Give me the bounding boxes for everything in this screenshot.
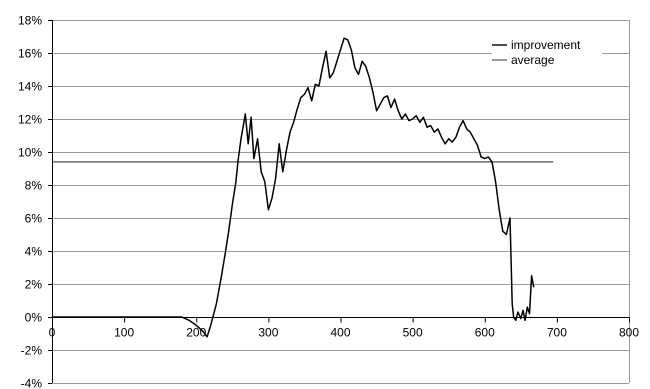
y-tick-label: -4%	[21, 377, 43, 389]
y-tick-label: 4%	[25, 245, 43, 259]
x-tick-label: 500	[403, 326, 423, 340]
x-tick-label: 200	[186, 326, 206, 340]
legend-label-improvement: improvement	[511, 38, 581, 52]
y-tick-label: 2%	[25, 278, 43, 292]
x-tick-label: 400	[330, 326, 350, 340]
y-tick-label: 16%	[18, 47, 42, 61]
legend: improvement average	[492, 38, 602, 68]
x-tick-label: 0	[49, 326, 56, 340]
y-tick-label: 18%	[18, 14, 42, 28]
x-tick-label: 300	[258, 326, 278, 340]
legend-background	[492, 38, 602, 68]
x-tick-label: 600	[475, 326, 495, 340]
y-tick-label: -2%	[21, 344, 43, 358]
y-tick-label: 8%	[25, 179, 43, 193]
series-layer	[52, 37, 554, 338]
axis-layer: 0 100 200 300 400 500 600 700 800 -4% -2% 0% 2% 4% 6% 8…	[18, 14, 639, 389]
y-tick-label: 14%	[18, 80, 42, 94]
legend-label-average: average	[511, 53, 555, 67]
series-line-improvement	[52, 37, 535, 338]
x-tick-label: 700	[547, 326, 567, 340]
y-tick-label: 0%	[25, 311, 43, 325]
x-tick-label: 100	[114, 326, 134, 340]
y-tick-label: 12%	[18, 113, 42, 127]
y-tick-label: 10%	[18, 146, 42, 160]
y-tick-label: 6%	[25, 212, 43, 226]
x-tick-label: 800	[619, 326, 639, 340]
